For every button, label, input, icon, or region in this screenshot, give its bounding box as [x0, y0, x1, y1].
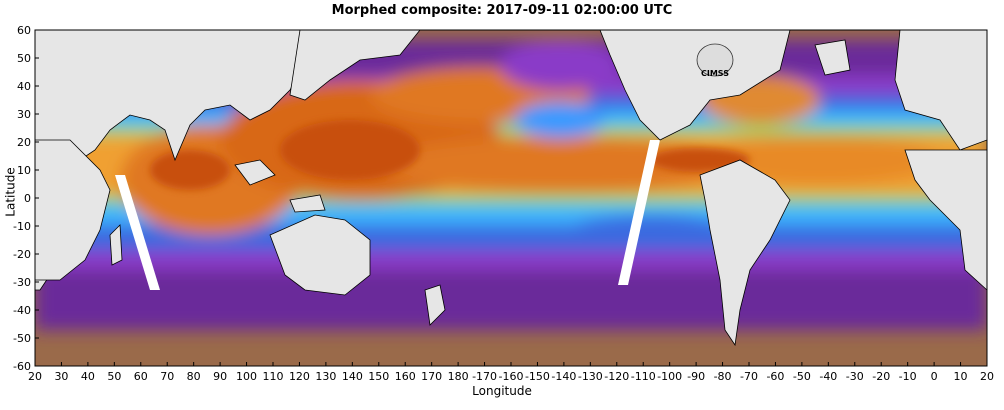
x-tick-label: 160 [395, 370, 416, 383]
warm-pool-core [280, 120, 420, 180]
x-tick-label: 50 [107, 370, 121, 383]
x-tick-label: -120 [604, 370, 629, 383]
x-tick-label: 130 [315, 370, 336, 383]
y-tick-label: -30 [13, 276, 31, 289]
borneo [234, 159, 276, 186]
y-axis-label: Latitude [3, 167, 18, 217]
x-tick-label: -150 [525, 370, 550, 383]
plot-area: CIMSS [35, 30, 987, 366]
africa [35, 139, 111, 281]
x-tick-label: 120 [289, 370, 310, 383]
x-tick-label: 20 [28, 370, 42, 383]
y-tick-label: -60 [13, 360, 31, 373]
y-tick-label: 10 [17, 164, 31, 177]
x-tick-label: 150 [368, 370, 389, 383]
y-tick-label: 20 [17, 136, 31, 149]
x-tick-label: -50 [793, 370, 811, 383]
y-tick-label: 50 [17, 52, 31, 65]
east-pacific-blue [515, 102, 605, 138]
x-tick-label: 0 [931, 370, 938, 383]
x-tick-label: 30 [54, 370, 68, 383]
x-tick-label: 40 [81, 370, 95, 383]
map-title: Morphed composite: 2017-09-11 02:00:00 U… [331, 3, 673, 18]
y-tick-label: -10 [13, 220, 31, 233]
logo-text: CIMSS [701, 69, 729, 78]
north-america [599, 30, 791, 141]
x-tick-label: 70 [160, 370, 174, 383]
x-tick-label: -160 [499, 370, 524, 383]
x-tick-label: -80 [714, 370, 732, 383]
x-axis-label: Longitude [472, 384, 532, 398]
x-tick-label: 170 [421, 370, 442, 383]
greenland-tip [814, 39, 851, 76]
y-tick-label: 30 [17, 108, 31, 121]
x-tick-label: 180 [448, 370, 469, 383]
x-tick-label: 80 [187, 370, 201, 383]
bay-of-bengal-core [150, 150, 230, 190]
x-tick-label: 90 [213, 370, 227, 383]
y-tick-label: -40 [13, 304, 31, 317]
logo-globe [696, 43, 734, 77]
x-tick-label: -110 [631, 370, 656, 383]
south-america [699, 159, 791, 347]
europe-east [894, 30, 987, 151]
data-gap-pacific [618, 140, 660, 285]
x-tick-label: -40 [819, 370, 837, 383]
x-tick-label: -130 [578, 370, 603, 383]
x-tick-label: -70 [740, 370, 758, 383]
deep-moisture [150, 120, 750, 190]
x-tick-label: -100 [657, 370, 682, 383]
new-zealand [424, 284, 446, 326]
y-tick-label: 60 [17, 24, 31, 37]
new-guinea [289, 194, 326, 213]
australia [269, 214, 371, 296]
x-axis-ticks: 20 30 40 50 60 70 80 90 100 110 120 130 140 150 160 170… [28, 362, 994, 383]
x-tick-label: -170 [472, 370, 497, 383]
x-tick-label: -10 [899, 370, 917, 383]
y-tick-label: 0 [24, 192, 31, 205]
x-tick-label: -140 [551, 370, 576, 383]
y-tick-label: -20 [13, 248, 31, 261]
land-masses [35, 30, 987, 347]
y-axis-ticks: 60 50 40 30 20 10 0 -10 -20 -30 -40 -50 -60 [13, 24, 39, 373]
x-tick-label: -90 [687, 370, 705, 383]
se-pacific-dry [570, 215, 730, 245]
x-tick-label: 20 [980, 370, 994, 383]
data-gap-indian [115, 175, 160, 290]
madagascar [109, 224, 123, 266]
africa-east [904, 149, 987, 291]
x-tick-label: 60 [134, 370, 148, 383]
north-pacific-violet [500, 40, 620, 90]
cimss-logo: CIMSS [696, 43, 734, 78]
x-tick-label: -30 [846, 370, 864, 383]
x-tick-label: 100 [236, 370, 257, 383]
east-asia [289, 30, 421, 101]
x-tick-label: -60 [766, 370, 784, 383]
y-tick-label: 40 [17, 80, 31, 93]
x-tick-label: 110 [263, 370, 284, 383]
x-tick-label: 10 [954, 370, 968, 383]
x-tick-label: -20 [872, 370, 890, 383]
x-tick-label: 140 [342, 370, 363, 383]
y-tick-label: -50 [13, 332, 31, 345]
